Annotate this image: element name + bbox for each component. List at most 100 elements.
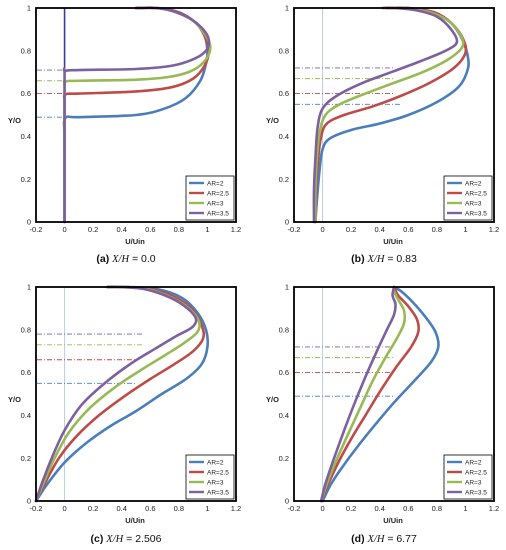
plot-frame <box>35 7 237 223</box>
legend-label: AR=2 <box>207 180 224 187</box>
panel-caption: (c) X/H = 2.506 <box>91 533 162 545</box>
y-tick-label: 1 <box>285 283 289 292</box>
y-axis-label: Y/O <box>266 116 279 125</box>
x-axis-label: U/Uin <box>383 237 403 246</box>
y-axis-label: Y/O <box>266 395 279 404</box>
x-tick-label: 0.4 <box>116 225 126 234</box>
panel-caption: (b) X/H = 0.83 <box>351 253 417 265</box>
y-tick-label: 0.6 <box>279 368 289 377</box>
chart-panel-d: -0.2 0 0.2 0.4 0.6 0.8 1 1.200.20.40.60.81U/Uin… <box>266 283 499 545</box>
x-tick-label: 0.2 <box>88 504 98 513</box>
y-tick-label: 0.6 <box>21 89 31 98</box>
caption-label: (a) <box>96 253 109 265</box>
y-tick-label: 0.2 <box>279 175 289 184</box>
chart-panel-c: -0.2 0 0.2 0.4 0.6 0.8 1 1.200.20.40.60.81U/Uin… <box>8 283 241 545</box>
y-tick-label: 0.2 <box>21 175 31 184</box>
x-tick-label: 0.6 <box>145 225 155 234</box>
legend: AR=2 AR=2.5 AR=3 AR=3.5 <box>443 175 493 221</box>
x-tick-label: 0.6 <box>403 504 413 513</box>
caption-variable: X/H <box>367 254 386 265</box>
x-tick-label: 0.2 <box>88 225 98 234</box>
x-tick-label: -0.2 <box>30 504 43 513</box>
y-tick-label: 1 <box>27 283 31 292</box>
x-tick-label: 0.4 <box>116 504 126 513</box>
y-tick-label: 0.4 <box>279 411 289 420</box>
legend: AR=2 AR=2.5 AR=3 AR=3.5 <box>185 454 235 500</box>
legend-label: AR=3.5 <box>207 489 229 496</box>
y-tick-label: 1 <box>27 4 31 13</box>
legend-label: AR=3.5 <box>207 210 229 217</box>
legend-label: AR=2.5 <box>207 469 229 476</box>
y-tick-label: 0.4 <box>279 132 289 141</box>
x-tick-label: 0.8 <box>174 504 184 513</box>
x-axis-label: U/Uin <box>125 516 145 525</box>
series-line-AR-3-5 <box>312 6 459 224</box>
x-axis-label: U/Uin <box>383 516 403 525</box>
x-tick-label: -0.2 <box>30 225 43 234</box>
legend-label: AR=3.5 <box>465 489 487 496</box>
series-line-AR-3-5 <box>34 285 198 503</box>
series-line-AR-3-5 <box>319 285 397 503</box>
x-tick-label: 0 <box>62 225 66 234</box>
plot-frame <box>293 286 495 502</box>
x-tick-label: 0.6 <box>403 225 413 234</box>
x-tick-label: 0.8 <box>174 225 184 234</box>
y-tick-label: 1 <box>285 4 289 13</box>
y-tick-label: 0.4 <box>21 411 31 420</box>
chart-panel-a: -0.2 0 0.2 0.4 0.6 0.8 1 1.200.20.40.60.81U/Uin… <box>8 4 241 265</box>
y-tick-label: 0 <box>285 218 289 227</box>
panel-caption: (a) X/H = 0.0 <box>96 253 155 265</box>
plot-frame <box>293 7 495 223</box>
legend-label: AR=3 <box>207 479 224 486</box>
caption-value: = 0.83 <box>387 253 417 265</box>
chart-panel-b: -0.2 0 0.2 0.4 0.6 0.8 1 1.200.20.40.60.81U/Uin… <box>266 4 499 265</box>
y-axis-label: Y/O <box>8 395 21 404</box>
series-line-AR-2-5 <box>34 285 206 503</box>
x-tick-label: 0.4 <box>374 504 384 513</box>
x-axis-label: U/Uin <box>125 237 145 246</box>
caption-variable: X/H <box>105 534 124 545</box>
y-tick-label: 0 <box>285 497 289 506</box>
legend-label: AR=2 <box>465 180 482 187</box>
x-tick-label: 1 <box>463 504 467 513</box>
caption-value: = 2.506 <box>126 533 161 545</box>
caption-label: (b) <box>351 253 364 265</box>
y-tick-label: 0.8 <box>279 325 289 334</box>
x-tick-label: 1.2 <box>489 225 499 234</box>
y-tick-label: 0 <box>27 497 31 506</box>
x-tick-label: 1.2 <box>231 504 241 513</box>
x-tick-label: 0.8 <box>432 504 442 513</box>
legend: AR=2 AR=2.5 AR=3 AR=3.5 <box>185 175 235 221</box>
legend-label: AR=2.5 <box>465 190 487 197</box>
series-line-AR-2-5 <box>319 285 421 503</box>
x-tick-label: 1 <box>205 225 209 234</box>
x-tick-label: 0.8 <box>432 225 442 234</box>
plot-frame <box>35 286 237 502</box>
series-line-AR-2 <box>34 285 210 503</box>
y-tick-label: 0.2 <box>21 454 31 463</box>
y-tick-label: 0.6 <box>279 89 289 98</box>
legend-label: AR=3 <box>207 200 224 207</box>
x-tick-label: 1.2 <box>489 504 499 513</box>
series-line-AR-2 <box>321 285 440 503</box>
x-tick-label: 0 <box>62 504 66 513</box>
x-tick-label: 1.2 <box>231 225 241 234</box>
y-tick-label: 0.8 <box>279 46 289 55</box>
x-tick-label: -0.2 <box>288 225 301 234</box>
x-tick-label: 0.6 <box>145 504 155 513</box>
legend-label: AR=2 <box>465 459 482 466</box>
y-tick-label: 0 <box>27 218 31 227</box>
y-axis-label: Y/O <box>8 116 21 125</box>
x-tick-label: 0.2 <box>346 504 356 513</box>
series-line-AR-3 <box>314 6 465 224</box>
legend-label: AR=2 <box>207 459 224 466</box>
caption-label: (c) <box>91 533 104 545</box>
caption-label: (d) <box>351 533 364 545</box>
y-tick-label: 0.6 <box>21 368 31 377</box>
panel-caption: (d) X/H = 6.77 <box>351 533 417 545</box>
series-line-AR-3 <box>319 285 407 503</box>
y-tick-label: 0.2 <box>279 454 289 463</box>
legend-label: AR=3.5 <box>465 210 487 217</box>
y-tick-label: 0.8 <box>21 325 31 334</box>
